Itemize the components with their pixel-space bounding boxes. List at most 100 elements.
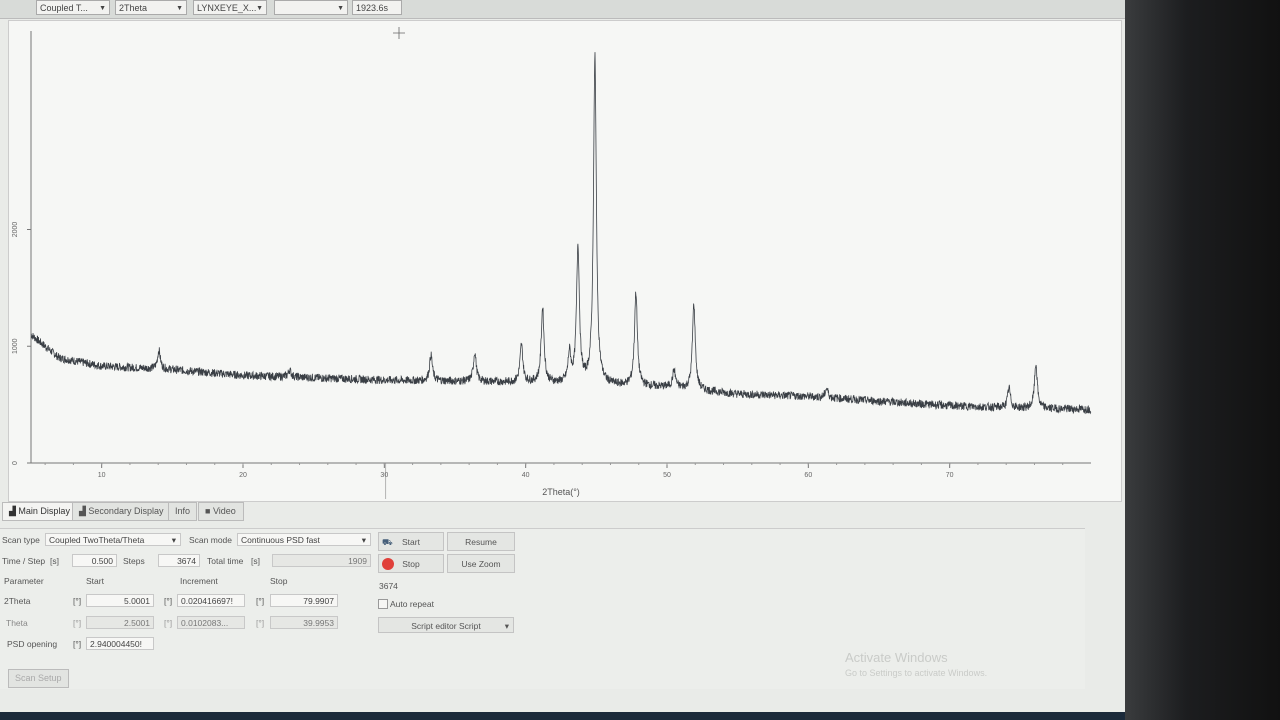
video-icon: ■ xyxy=(205,506,213,516)
psd-opening-spinner[interactable]: 2.940004450! xyxy=(86,637,154,650)
tab-scan-setup[interactable]: Scan Setup xyxy=(8,669,69,688)
unit-label: [s] xyxy=(50,556,59,566)
scan-type-label: Scan type xyxy=(2,535,40,545)
chevron-down-icon: ▾ xyxy=(361,535,366,545)
chart-svg: 10 20 30 40 50 60 70 0 1000 2000 2Theta(°) xyxy=(12,27,1092,499)
activate-windows-subtitle: Go to Settings to activate Windows. xyxy=(845,668,988,678)
2theta-start-input[interactable]: 5.0001 xyxy=(86,594,154,607)
xrd-software-window: Coupled T... ▼ 2Theta ▼ LYNXEYE_X... ▼ ▼ 19… xyxy=(0,0,1125,712)
auto-repeat-checkbox[interactable] xyxy=(378,599,388,609)
unit-label: [°] xyxy=(73,596,82,606)
taskbar xyxy=(0,712,1125,720)
toolbar: Coupled T... ▼ 2Theta ▼ LYNXEYE_X... ▼ ▼ 19… xyxy=(0,0,1125,19)
theta-increment-value: 0.0102083... xyxy=(177,616,245,629)
stop-label: Stop xyxy=(402,559,420,569)
auto-repeat-label: Auto repeat xyxy=(390,599,434,609)
2theta-stop-input[interactable]: 79.9907 xyxy=(270,594,338,607)
script-value: Script editor Script xyxy=(411,621,481,631)
tab-label: Info xyxy=(175,506,191,516)
scan-mode-select[interactable]: Continuous PSD fast ▾ xyxy=(237,533,371,546)
header-stop: Stop xyxy=(270,576,288,586)
total-time-value: 1909 xyxy=(272,554,371,567)
x-tick-label: 10 xyxy=(98,472,106,479)
unit-label: [s] xyxy=(251,556,260,566)
theta-stop-value: 39.9953 xyxy=(270,616,338,629)
chevron-down-icon: ▾ xyxy=(504,621,509,631)
start-label: Start xyxy=(402,537,420,547)
x-tick-label: 50 xyxy=(663,472,671,479)
row-theta-label: Theta xyxy=(6,618,28,628)
unit-label: [°] xyxy=(256,596,265,606)
scan-setup-panel: Scan type Coupled TwoTheta/Theta ▾ Scan m… xyxy=(0,528,1085,689)
header-start: Start xyxy=(86,576,104,586)
y-tick-label: 1000 xyxy=(12,338,19,354)
theta-start-value: 2.5001 xyxy=(86,616,154,629)
step-counter: 3674 xyxy=(379,581,398,591)
unit-label: [°] xyxy=(164,596,173,606)
scan-mode-value: Continuous PSD fast xyxy=(241,535,320,545)
scan-type-select[interactable]: Coupled TwoTheta/Theta ▾ xyxy=(45,533,181,546)
diffractogram-plot[interactable]: 10 20 30 40 50 60 70 0 1000 2000 2Theta(°) xyxy=(8,20,1122,502)
tab-video[interactable]: ■ Video xyxy=(198,502,244,521)
y-tick-label: 2000 xyxy=(12,222,19,238)
steps-input[interactable]: 3674 xyxy=(158,554,200,567)
chevron-down-icon: ▼ xyxy=(256,5,263,12)
time-step-input[interactable]: 0.500 xyxy=(72,554,117,567)
scan-mode-label: Scan mode xyxy=(189,535,232,545)
y-tick-label: 0 xyxy=(12,461,19,465)
2theta-increment-spinner[interactable]: 0.020416697! xyxy=(177,594,245,607)
chart-icon: ▟ xyxy=(79,506,89,516)
axis-dropdown[interactable]: 2Theta ▼ xyxy=(115,0,187,15)
chevron-down-icon: ▼ xyxy=(337,5,344,12)
time-readout: 1923.6s xyxy=(352,0,402,15)
scan-type-dropdown[interactable]: Coupled T... ▼ xyxy=(36,0,110,15)
detector-value: LYNXEYE_X... xyxy=(197,3,257,13)
unit-label: [°] xyxy=(164,618,173,628)
x-tick-label: 60 xyxy=(804,472,812,479)
chevron-down-icon: ▾ xyxy=(171,535,176,545)
scan-type-value: Coupled T... xyxy=(40,3,88,13)
tab-label: Video xyxy=(212,506,236,516)
total-time-label: Total time xyxy=(207,556,244,566)
chevron-down-icon: ▼ xyxy=(99,5,106,12)
tab-label: Secondary Display xyxy=(88,506,164,516)
stop-button[interactable]: Stop xyxy=(378,554,444,573)
blank-dropdown[interactable]: ▼ xyxy=(274,0,348,15)
start-button[interactable]: ⛟ Start xyxy=(378,532,444,551)
unit-label: [°] xyxy=(73,618,82,628)
monitor-bezel xyxy=(1125,0,1280,720)
psd-opening-label: PSD opening xyxy=(7,639,58,649)
steps-label: Steps xyxy=(123,556,145,566)
header-increment: Increment xyxy=(180,576,218,586)
header-parameter: Parameter xyxy=(4,576,44,586)
unit-label: [°] xyxy=(256,618,265,628)
use-zoom-button[interactable]: Use Zoom xyxy=(447,554,515,573)
x-tick-label: 70 xyxy=(946,472,954,479)
start-scan-icon: ⛟ xyxy=(382,537,393,547)
scan-type-value: Coupled TwoTheta/Theta xyxy=(49,535,145,545)
detector-dropdown[interactable]: LYNXEYE_X... ▼ xyxy=(193,0,267,15)
chart-icon: ▟ xyxy=(9,506,19,516)
display-tabs: ▟ Main Display ▟ Secondary Display Info … xyxy=(0,502,1090,521)
tab-label: Scan Setup xyxy=(15,673,62,683)
row-2theta-label: 2Theta xyxy=(4,596,31,606)
stop-icon xyxy=(382,558,394,570)
axis-value: 2Theta xyxy=(119,3,148,13)
tab-info[interactable]: Info xyxy=(168,502,198,521)
crosshair-cursor-icon xyxy=(393,27,405,39)
activate-windows-title: Activate Windows xyxy=(845,650,948,665)
resume-button[interactable]: Resume xyxy=(447,532,515,551)
x-tick-label: 30 xyxy=(380,472,388,479)
x-tick-label: 40 xyxy=(522,472,530,479)
tab-main-display[interactable]: ▟ Main Display xyxy=(2,502,77,521)
time-step-label: Time / Step xyxy=(2,556,46,566)
x-tick-label: 20 xyxy=(239,472,247,479)
unit-label: [°] xyxy=(73,639,82,649)
tab-secondary-display[interactable]: ▟ Secondary Display xyxy=(72,502,171,521)
x-axis-label: 2Theta(°) xyxy=(542,487,580,497)
chevron-down-icon: ▼ xyxy=(176,5,183,12)
diffraction-pattern-line xyxy=(30,52,1092,415)
time-value: 1923.6s xyxy=(356,3,389,13)
script-select[interactable]: Script editor Script ▾ xyxy=(378,617,514,633)
tab-label: Main Display xyxy=(18,506,70,516)
